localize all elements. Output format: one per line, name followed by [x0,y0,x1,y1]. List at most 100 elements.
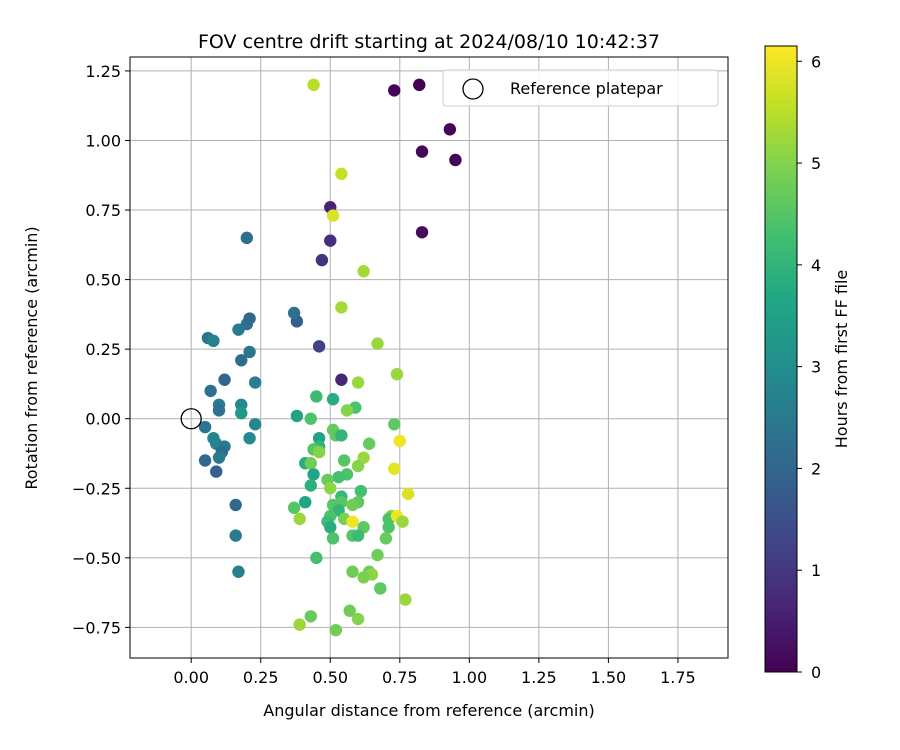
scatter-point [351,376,365,389]
scatter-point [346,498,359,512]
legend-box [442,69,719,107]
scatter-point [363,437,376,450]
grid [130,57,728,658]
scatter-point [337,454,351,467]
scatter-point [326,209,340,222]
chart-title: FOV centre drift starting at 2024/08/10 … [198,31,660,53]
colorbar-gradient [764,45,798,673]
y-tick-label: 0.25 [85,340,121,359]
scatter-point [304,479,317,492]
y-tick-label: 0.50 [85,271,121,290]
scatter-point [287,306,301,320]
scatter-point [229,529,242,542]
scatter-point [340,404,354,417]
y-tick-label: 0.00 [85,410,121,429]
scatter-point [346,565,359,578]
scatter-point [379,532,393,545]
scatter-point [235,354,248,367]
y-tick-label: 1.00 [85,131,121,150]
scatter-point [374,582,387,595]
scatter-point [248,418,262,431]
scatter-point [293,618,306,631]
scatter-point [357,265,370,278]
colorbar-tick-label: 5 [811,154,821,173]
colorbar-tick-label: 1 [811,561,821,580]
scatter-point [351,612,365,626]
scatter-point [396,515,409,528]
scatter-point [343,604,356,617]
x-tick-label: 1.75 [660,668,696,687]
scatter-point [354,484,368,498]
x-tick-label: 0.50 [312,668,348,687]
y-tick-label: −0.50 [72,549,121,568]
y-tick-label: −0.75 [72,618,121,637]
scatter-point [243,312,256,325]
scatter-point [304,610,317,623]
colorbar-tick-label: 2 [811,459,821,478]
y-tick-label: 1.25 [85,62,121,81]
scatter-point [401,487,415,501]
scatter-point [204,384,217,398]
y-tick-label: −0.25 [72,479,121,498]
scatter-point [382,521,395,534]
scatter-point [315,253,329,267]
x-axis-label: Angular distance from reference (arcmin) [263,701,594,720]
scatter-point [312,340,326,353]
scatter-point [388,462,401,475]
colorbar-tick-label: 3 [811,358,821,377]
colorbar: 0 1 2 3 4 5 6 Hours from first FF file [764,45,851,682]
scatter-point [371,548,384,562]
scatter-point [324,482,337,495]
scatter-point [351,459,365,473]
y-axis: −0.75 −0.50 −0.25 0.00 0.25 0.50 0.75 1.00 1.25 [72,62,130,637]
colorbar-tick-label: 6 [811,52,821,71]
x-tick-label: 1.50 [591,668,627,687]
scatter-point [388,84,401,97]
scatter-point [324,521,337,534]
scatter-point [304,457,317,470]
scatter-point [290,409,304,423]
legend: Reference platepar [442,69,719,107]
scatter-point [371,337,384,350]
scatter-point [287,501,301,514]
legend-marker-circle [462,78,484,100]
scatter-point [212,451,226,464]
scatter-point [218,373,231,386]
scatter-point [299,495,312,509]
scatter-point [326,532,340,545]
scatter-point [235,406,248,420]
scatter-point [326,393,340,406]
plot-frame [129,56,729,659]
scatter-point [351,529,365,542]
scatter-point [232,565,245,578]
scatter-point [415,145,429,158]
legend-label: Reference platepar [510,79,663,98]
x-axis: 0.00 0.25 0.50 0.75 1.00 1.25 1.50 1.75 [173,658,696,687]
scatter-point [229,498,242,512]
scatter-point [335,429,348,442]
scatter-point [346,515,359,528]
scatter-point [393,434,406,448]
colorbar-ticks: 0 1 2 3 4 5 6 [797,52,821,682]
scatter-point [399,593,412,606]
scatter-point [332,470,345,484]
scatter-point [198,454,212,467]
scatter-point [415,226,429,239]
y-axis-label: Rotation from reference (arcmin) [22,226,41,489]
reference-platepar-marker [180,408,202,430]
scatter-point [304,412,317,425]
x-tick-label: 1.00 [452,668,488,687]
y-tick-label: 0.75 [85,201,121,220]
scatter-point [335,167,348,181]
scatter-point [210,465,223,478]
scatter-point [390,367,404,381]
scatter-point [335,301,348,314]
scatter-point [240,231,254,245]
x-tick-label: 0.75 [382,668,418,687]
scatter-point [329,623,343,637]
scatter-point [443,123,457,136]
scatter-point [449,153,462,167]
colorbar-label: Hours from first FF file [832,270,851,449]
scatter-point [243,345,256,359]
